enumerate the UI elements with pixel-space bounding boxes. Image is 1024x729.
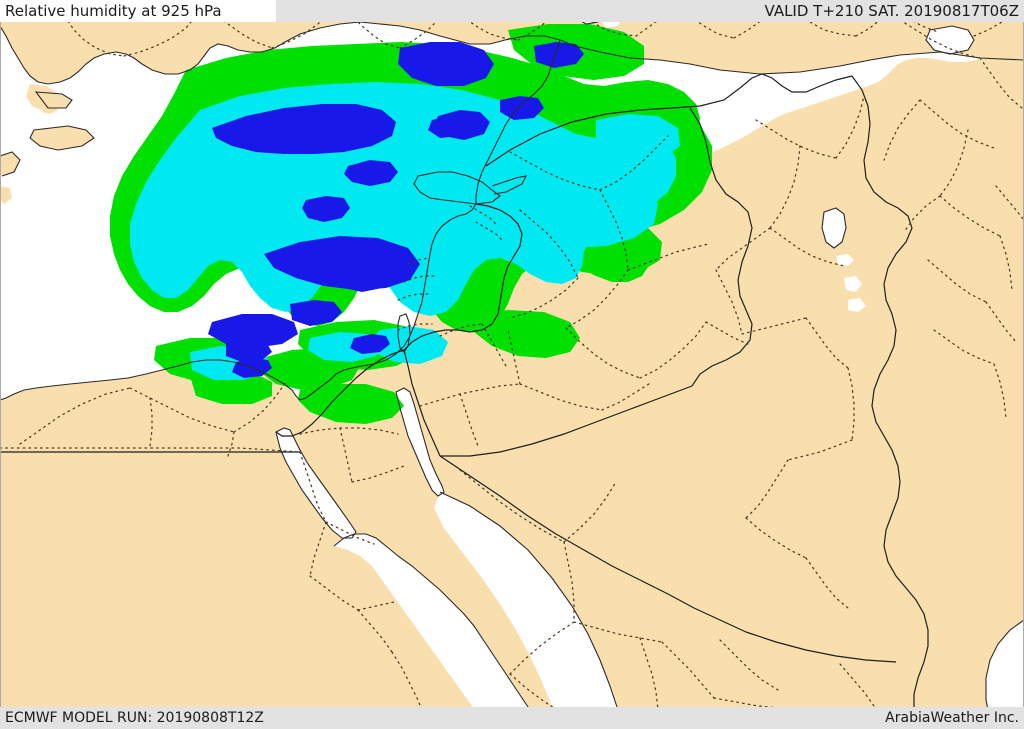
sea-gulf-of-aqaba <box>396 388 444 496</box>
page-title: Relative humidity at 925 hPa <box>5 2 222 20</box>
lake-small-iran-3 <box>848 298 866 312</box>
sea-gulf-of-suez <box>276 428 356 538</box>
footer-bar <box>0 707 1024 729</box>
lake-small-iran-1 <box>836 254 854 266</box>
lake-van <box>926 26 974 54</box>
sea-red-sea-broad <box>434 492 624 729</box>
valid-time-label: VALID T+210 SAT. 20190817T06Z <box>764 2 1019 20</box>
sea-red-sea <box>334 534 542 729</box>
provider-label: ArabiaWeather Inc. <box>885 710 1019 726</box>
lake-small-iran-2 <box>844 276 862 292</box>
island-small-2 <box>0 186 12 204</box>
sea-persian-gulf <box>986 620 1024 729</box>
humidity-shade-blue <box>208 42 584 378</box>
title-box <box>0 0 276 22</box>
landmass-levant-arabia <box>0 20 1024 729</box>
international-borders <box>0 73 929 727</box>
model-run-label: ECMWF MODEL RUN: 20190808T12Z <box>5 710 264 726</box>
island-crete <box>30 126 94 150</box>
island-small-3 <box>42 104 58 114</box>
lake-urmia <box>822 208 846 248</box>
